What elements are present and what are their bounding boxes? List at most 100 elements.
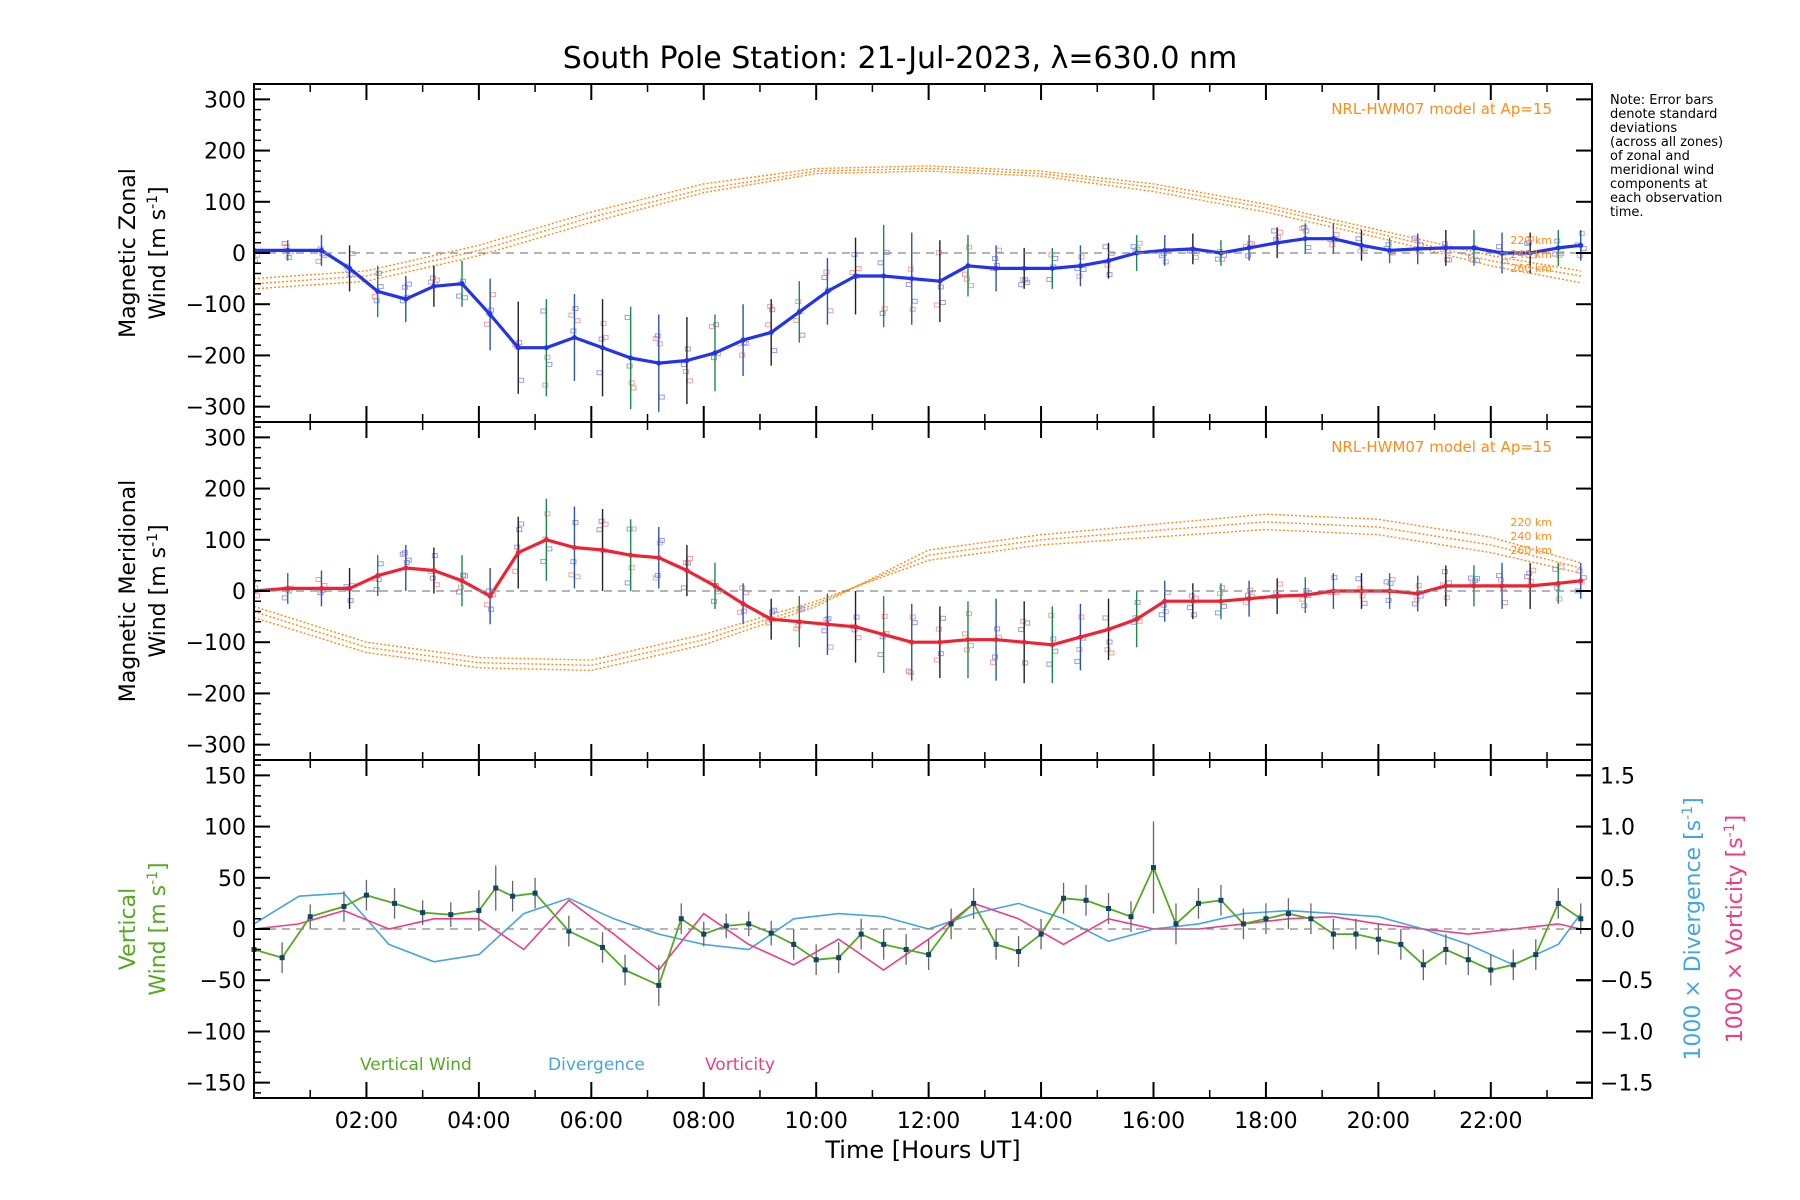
meridional-wind-point xyxy=(1134,616,1140,622)
note-line: (across all zones) xyxy=(1610,135,1724,150)
zone-sample-marker xyxy=(371,294,378,300)
zonal-wind-point xyxy=(285,247,291,253)
zone-sample-marker xyxy=(1385,597,1392,603)
zone-sample-marker xyxy=(518,377,525,383)
meridional-wind-point xyxy=(824,621,830,627)
zone-sample-marker xyxy=(909,614,916,620)
zone-sample-marker xyxy=(1018,627,1025,633)
zone-sample-marker xyxy=(658,394,665,400)
y-axis-label-top: Magnetic Zonal xyxy=(116,168,141,338)
zonal-wind-point xyxy=(937,278,943,284)
zone-sample-marker xyxy=(1078,614,1085,620)
x-tick-label: 18:00 xyxy=(1234,1109,1297,1134)
zone-sample-marker xyxy=(1078,254,1085,260)
zone-sample-marker xyxy=(1216,591,1223,597)
meridional-wind-point xyxy=(684,568,690,574)
meridional-wind-point xyxy=(515,550,521,556)
zone-sample-marker xyxy=(1046,661,1053,667)
zone-sample-marker xyxy=(823,269,830,275)
zonal-wind-point xyxy=(1578,242,1584,248)
zone-sample-marker xyxy=(965,244,972,250)
zone-sample-marker xyxy=(855,266,862,272)
zone-sample-marker xyxy=(1576,568,1583,574)
zonal-wind-point xyxy=(375,288,381,294)
zone-sample-marker xyxy=(1220,603,1227,609)
y-axis-label-units: [m s xyxy=(146,885,171,933)
x-tick-label: 14:00 xyxy=(1009,1109,1072,1134)
zone-sample-marker xyxy=(514,544,521,550)
x-tick-label: 16:00 xyxy=(1122,1109,1185,1134)
y2-tick-label: 0.0 xyxy=(1600,918,1635,943)
y-tick-label: −50 xyxy=(200,969,246,994)
zone-sample-marker xyxy=(1361,600,1368,606)
zone-sample-marker xyxy=(572,520,579,526)
vertical-wind-point xyxy=(1555,900,1561,906)
vertical-wind-point xyxy=(1061,895,1067,901)
zone-sample-marker xyxy=(1271,228,1278,234)
zone-sample-marker xyxy=(401,284,408,290)
zone-sample-marker xyxy=(1576,252,1583,258)
vertical-wind-point xyxy=(1578,916,1584,922)
zonal-wind-point xyxy=(1330,236,1336,242)
model-altitude-label: 220 km xyxy=(1510,516,1552,529)
zonal-wind-point xyxy=(1415,246,1421,252)
note-line: Note: Error bars xyxy=(1610,93,1714,108)
y-tick-label: 0 xyxy=(232,918,246,943)
zone-sample-marker xyxy=(1277,229,1284,235)
vertical-wind-point xyxy=(1128,914,1134,920)
note-line: deviations xyxy=(1610,121,1678,136)
vertical-wind-point xyxy=(701,931,707,937)
zonal-wind-point xyxy=(853,273,859,279)
y-axis-label-close: ] xyxy=(146,862,171,871)
vertical-wind-point xyxy=(510,893,516,899)
zone-sample-marker xyxy=(821,628,828,634)
zonal-wind-point xyxy=(571,335,577,340)
note-line: each observation xyxy=(1610,191,1723,206)
vertical-wind-point xyxy=(1488,967,1494,973)
zone-sample-marker xyxy=(401,550,408,556)
zone-sample-marker xyxy=(488,606,495,612)
zone-sample-marker xyxy=(1050,636,1057,642)
y-axis-label-top: Vertical xyxy=(116,888,141,970)
meridional-wind-point xyxy=(1077,634,1083,640)
zonal-wind-point xyxy=(740,337,746,343)
zonal-wind-point xyxy=(1471,245,1477,251)
divergence-axis-label-text: 1000 × Divergence [s xyxy=(1681,820,1706,1061)
zone-sample-marker xyxy=(851,251,858,257)
vertical-wind-point xyxy=(476,908,482,914)
zone-sample-marker xyxy=(1389,576,1396,582)
zone-sample-marker xyxy=(967,643,974,649)
zone-sample-marker xyxy=(315,576,322,582)
meridional-wind-point xyxy=(459,578,465,584)
meridional-wind-point xyxy=(993,637,999,643)
zone-sample-marker xyxy=(963,647,970,653)
zone-sample-marker xyxy=(285,254,292,260)
zone-sample-marker xyxy=(1104,647,1111,653)
zone-sample-marker xyxy=(624,314,631,320)
zone-sample-marker xyxy=(570,328,577,334)
y-tick-label: 100 xyxy=(204,816,246,841)
zone-sample-marker xyxy=(1528,235,1535,241)
zone-sample-marker xyxy=(684,346,691,352)
vertical-wind-point xyxy=(392,900,398,906)
note-line: denote standard xyxy=(1610,107,1718,122)
vertical-wind-point xyxy=(1330,931,1336,937)
vertical-wind-point xyxy=(1533,952,1539,958)
zone-sample-marker xyxy=(574,318,581,324)
y-tick-label: −200 xyxy=(186,682,246,707)
zone-sample-marker xyxy=(598,518,605,524)
zone-sample-marker xyxy=(1385,242,1392,248)
zone-sample-marker xyxy=(1214,610,1221,616)
vertical-wind-point xyxy=(1106,906,1112,912)
zone-sample-marker xyxy=(347,598,354,604)
zone-sample-marker xyxy=(853,614,860,620)
model-curve xyxy=(254,167,1581,285)
zone-sample-marker xyxy=(710,598,717,604)
note-line: meridional wind xyxy=(1610,163,1715,178)
zone-sample-marker xyxy=(375,270,382,276)
vertical-wind-point xyxy=(903,946,909,952)
meridional-wind-point xyxy=(347,585,353,591)
zone-sample-marker xyxy=(254,593,260,599)
zonal-wind-point xyxy=(1246,245,1252,251)
